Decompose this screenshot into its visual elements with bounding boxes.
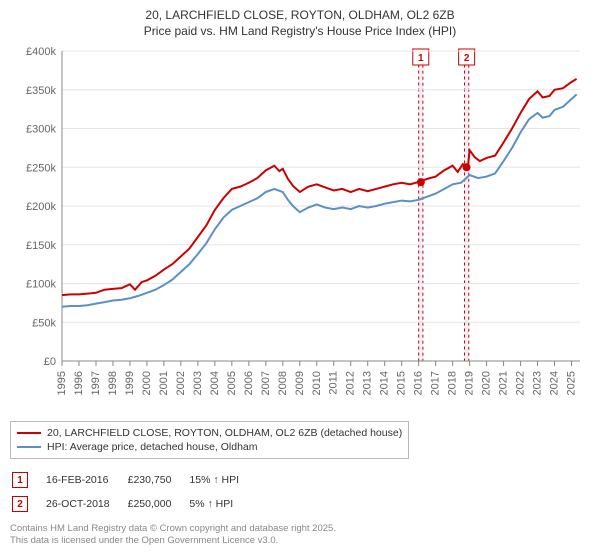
- chart-title: 20, LARCHFIELD CLOSE, ROYTON, OLDHAM, OL…: [10, 8, 590, 39]
- y-tick-label: £0: [44, 356, 56, 368]
- table-row: 1 16-FEB-2016£230,75015% ↑ HPI: [12, 469, 255, 491]
- x-tick-label: 2007: [260, 371, 272, 395]
- title-line2: Price paid vs. HM Land Registry's House …: [144, 24, 456, 38]
- x-tick-label: 2009: [294, 371, 306, 395]
- x-tick-label: 1995: [56, 371, 68, 395]
- x-tick-label: 2020: [481, 371, 493, 395]
- x-tick-label: 2010: [311, 371, 323, 395]
- y-tick-label: £350k: [26, 85, 56, 97]
- y-tick-label: £100k: [26, 279, 56, 291]
- legend-row: 20, LARCHFIELD CLOSE, ROYTON, OLDHAM, OL…: [17, 426, 402, 440]
- y-tick-label: £50k: [32, 317, 56, 329]
- x-tick-label: 2000: [141, 371, 153, 395]
- title-line1: 20, LARCHFIELD CLOSE, ROYTON, OLDHAM, OL…: [145, 8, 454, 22]
- legend-label: HPI: Average price, detached house, Oldh…: [47, 441, 258, 453]
- x-tick-label: 1999: [124, 371, 136, 395]
- x-tick-label: 2015: [396, 371, 408, 395]
- x-tick-label: 2003: [192, 371, 204, 395]
- x-tick-label: 2013: [362, 371, 374, 395]
- marker-dot: [463, 163, 471, 171]
- legend-row: HPI: Average price, detached house, Oldh…: [17, 440, 402, 454]
- x-tick-label: 1996: [73, 371, 85, 395]
- chart-svg: 1 2 £0 £50k £100k £150k £200k £250k £300k £350k £4…: [10, 45, 590, 415]
- legend-swatch: [17, 432, 41, 434]
- transaction-pct: 15% ↑ HPI: [189, 469, 255, 491]
- x-tick-label: 2014: [379, 371, 391, 395]
- x-tick-label: 2012: [345, 371, 357, 395]
- footer-line1: Contains HM Land Registry data © Crown c…: [10, 523, 336, 534]
- x-tick-label: 2021: [498, 371, 510, 395]
- footer-attribution: Contains HM Land Registry data © Crown c…: [10, 523, 590, 546]
- transaction-date: 16-FEB-2016: [46, 469, 126, 491]
- x-tick-label: 2011: [328, 371, 340, 395]
- transaction-date: 26-OCT-2018: [46, 493, 126, 515]
- x-tick-label: 2008: [277, 371, 289, 395]
- transaction-badge: 1: [12, 472, 28, 488]
- transactions-table: 1 16-FEB-2016£230,75015% ↑ HPI 2 26-OCT-201…: [10, 467, 257, 517]
- legend-label: 20, LARCHFIELD CLOSE, ROYTON, OLDHAM, OL…: [47, 427, 402, 439]
- x-tick-label: 2017: [430, 371, 442, 395]
- x-tick-label: 1997: [90, 371, 102, 395]
- x-tick-label: 2006: [243, 371, 255, 395]
- svg-text:2: 2: [464, 53, 470, 64]
- y-tick-label: £200k: [26, 201, 56, 213]
- legend-swatch: [17, 446, 41, 448]
- y-tick-label: £250k: [26, 162, 56, 174]
- y-tick-label: £400k: [26, 46, 56, 58]
- x-tick-label: 2002: [175, 371, 187, 395]
- svg-text:1: 1: [418, 53, 424, 64]
- chart-area: 1 2 £0 £50k £100k £150k £200k £250k £300k £350k £4…: [10, 45, 590, 415]
- transaction-price: £250,000: [128, 493, 188, 515]
- x-tick-label: 2022: [515, 371, 527, 395]
- x-tick-label: 2025: [566, 371, 578, 395]
- transaction-price: £230,750: [128, 469, 188, 491]
- x-tick-label: 2023: [532, 371, 544, 395]
- transaction-pct: 5% ↑ HPI: [189, 493, 255, 515]
- x-tick-label: 2024: [549, 371, 561, 395]
- x-tick-label: 2005: [226, 371, 238, 395]
- x-tick-label: 2016: [413, 371, 425, 395]
- x-tick-label: 2018: [447, 371, 459, 395]
- x-tick-label: 2019: [464, 371, 476, 395]
- x-tick-label: 1998: [107, 371, 119, 395]
- marker-dot: [417, 178, 425, 186]
- x-tick-label: 2001: [158, 371, 170, 395]
- x-tick-label: 2004: [209, 371, 221, 395]
- y-tick-label: £300k: [26, 124, 56, 136]
- legend-box: 20, LARCHFIELD CLOSE, ROYTON, OLDHAM, OL…: [10, 421, 409, 459]
- y-tick-label: £150k: [26, 240, 56, 252]
- transaction-badge: 2: [12, 496, 28, 512]
- footer-line2: This data is licensed under the Open Gov…: [10, 535, 278, 546]
- table-row: 2 26-OCT-2018£250,0005% ↑ HPI: [12, 493, 255, 515]
